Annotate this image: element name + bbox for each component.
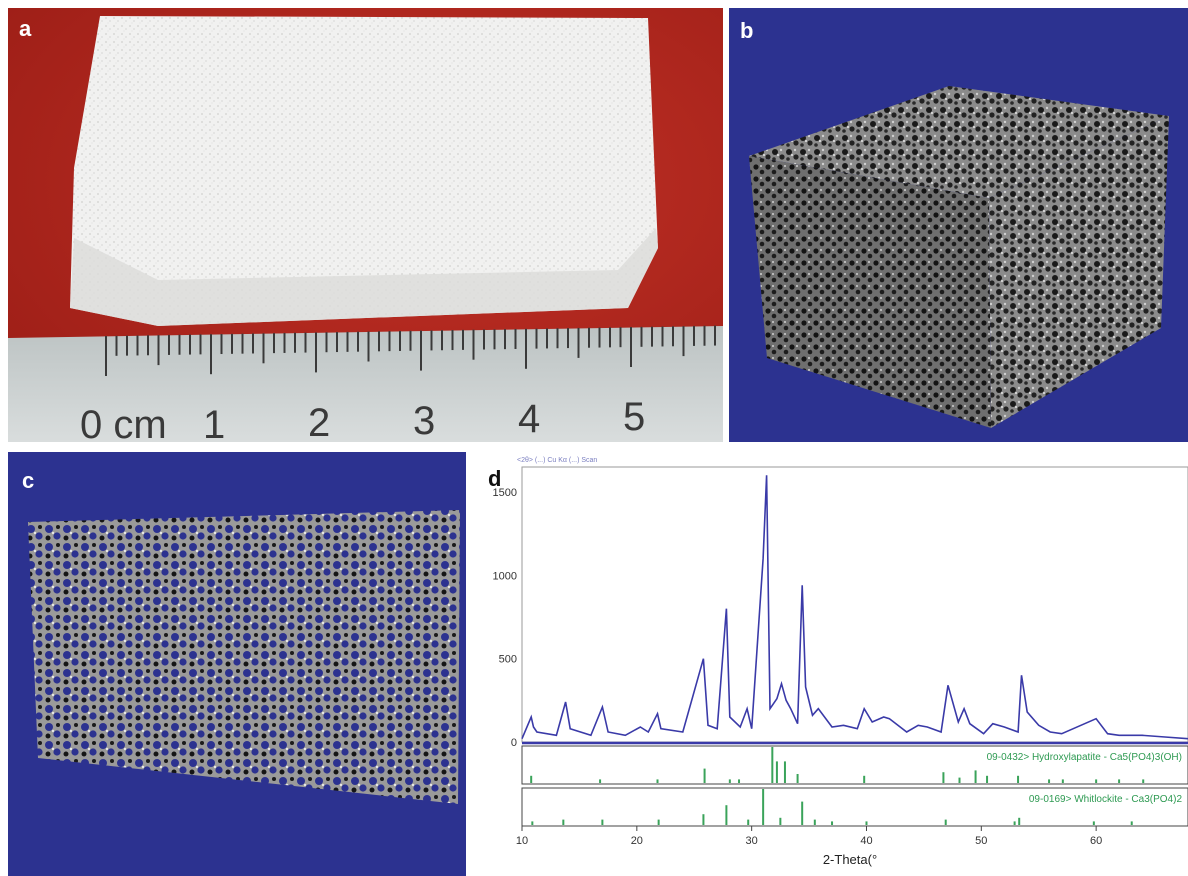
cube-top-face <box>749 86 1169 198</box>
ruler-number: 4 <box>518 397 540 441</box>
cube-right-face <box>989 116 1169 428</box>
ruler-number: 3 <box>413 399 435 442</box>
ref-panel-2-frame <box>521 787 1188 827</box>
ruler-number: 1 <box>203 403 225 442</box>
y-tick-label: 0 <box>511 737 517 749</box>
y-tick-label: 1000 <box>493 570 517 582</box>
microct-section-render <box>8 452 466 876</box>
panel-label-c: c <box>22 468 35 493</box>
panel-b-microct-cube: b <box>729 8 1188 442</box>
x-tick-label: 10 <box>516 835 528 847</box>
panel-a-scaffold-photo: 123456 0 cm a <box>8 8 723 442</box>
y-tick-label: 500 <box>499 654 517 666</box>
ref-2-name: 09-0169> Whitlockite - Ca3(PO4)2 <box>1029 794 1183 805</box>
scaffold-photo: 123456 0 cm <box>8 8 723 442</box>
panel-label-a: a <box>19 16 32 41</box>
cube-left-face <box>749 156 991 428</box>
ruler-number: 5 <box>623 395 645 439</box>
panel-label-b: b <box>740 18 754 43</box>
microct-cube-render <box>729 8 1188 442</box>
x-tick-label: 30 <box>746 835 758 847</box>
panel-c-microct-section: c <box>8 452 466 876</box>
ruler-unit-label: 0 cm <box>80 403 167 442</box>
xrd-series-line <box>521 475 1188 740</box>
ruler: 123456 0 cm <box>8 325 723 442</box>
ruler-number: 2 <box>308 401 330 442</box>
x-tick-label: 50 <box>975 835 987 847</box>
foam-block <box>70 16 658 326</box>
x-tick-label: 20 <box>631 835 643 847</box>
x-tick-label: 60 <box>1090 835 1102 847</box>
x-tick-label: 40 <box>860 835 872 847</box>
section-slab <box>28 510 460 804</box>
ref-panel-1-frame <box>521 745 1188 785</box>
x-axis-label: 2-Theta(° <box>823 852 877 867</box>
ref-1-name: 09-0432> Hydroxylapatite - Ca5(PO4)3(OH) <box>987 752 1182 763</box>
panel-label-d: d <box>488 466 502 491</box>
chart-header: <2θ> (...) Cu Kα (...) Scan <box>517 457 597 464</box>
panel-d-xrd-pattern: <2θ> (...) Cu Kα (...) Scan 0 500 1000 1500… <box>472 452 1188 876</box>
xrd-chart: <2θ> (...) Cu Kα (...) Scan 0 500 1000 1500… <box>472 452 1188 876</box>
y-tick-label: 1500 <box>493 487 517 499</box>
